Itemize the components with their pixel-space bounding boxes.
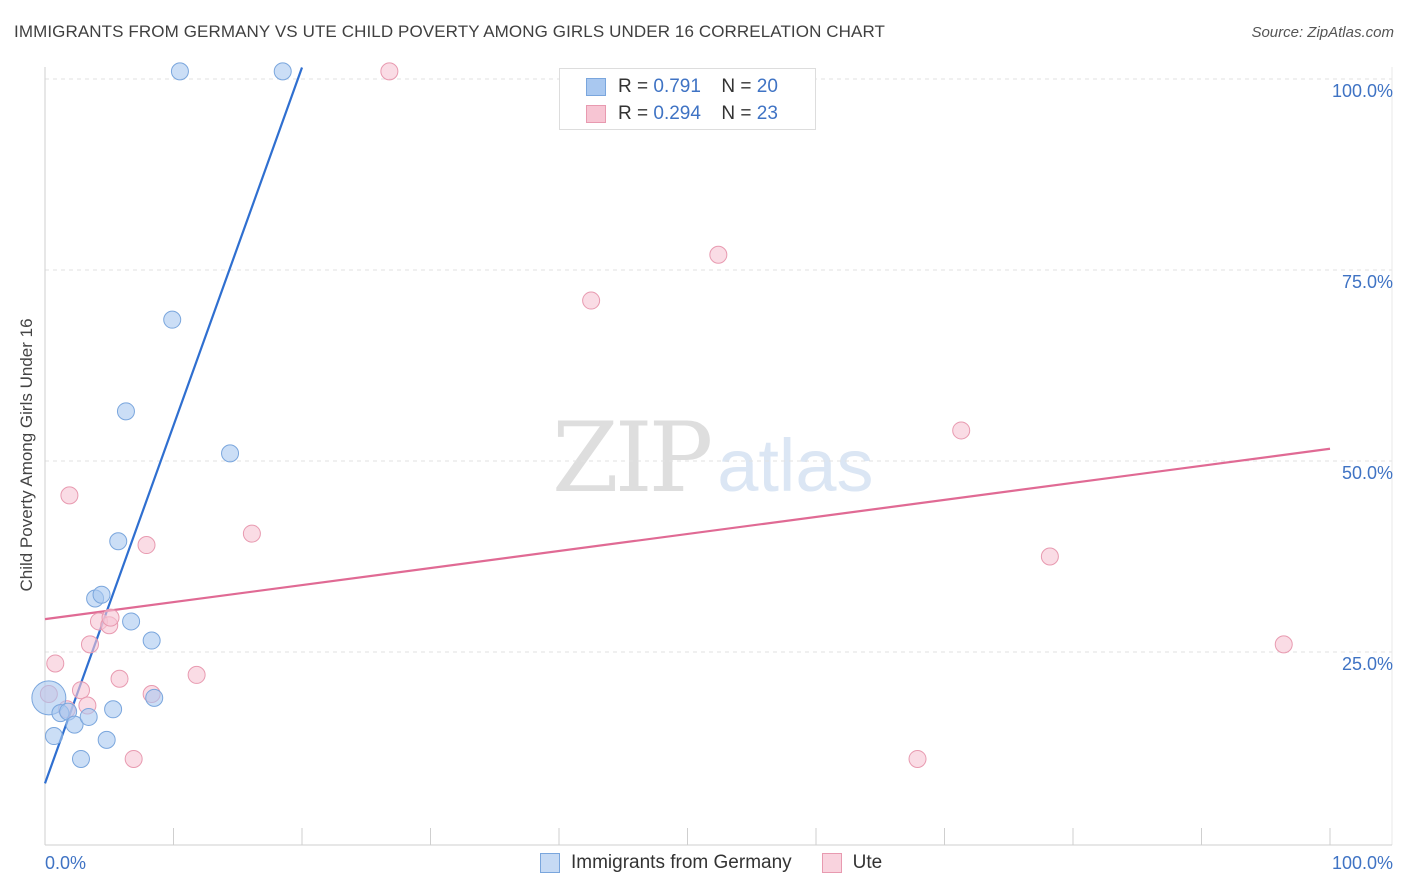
point-ute (60, 486, 79, 505)
legend-n-label: N = (721, 103, 752, 124)
point-ute (952, 421, 971, 440)
point-germany (122, 612, 141, 631)
legend-r-label: R = (618, 103, 649, 124)
legend-n-label: N = (721, 76, 752, 97)
legend-n-value: 20 (756, 76, 778, 97)
point-germany (273, 62, 292, 81)
point-ute (110, 669, 129, 688)
legend-swatch-germany (586, 78, 606, 96)
point-ute (908, 749, 927, 768)
legend-r-value: 0.294 (653, 103, 701, 124)
point-ute (46, 654, 65, 673)
point-germany (145, 688, 164, 707)
x-tick-label: 100.0% (1332, 853, 1393, 873)
series-label-germany: Immigrants from Germany (571, 852, 792, 873)
point-germany (163, 310, 182, 329)
series-legend-ute: Ute (821, 852, 883, 874)
trend-lines (43, 67, 1331, 784)
y-tick-label: 100.0% (1332, 81, 1393, 101)
legend-row-ute: R = 0.294 N = 23 (586, 102, 778, 126)
point-ute (137, 536, 156, 555)
point-ute (1274, 635, 1293, 654)
point-ute (80, 635, 99, 654)
legend-row-germany: R = 0.791 N = 20 (586, 75, 778, 99)
y-tick-label: 75.0% (1342, 272, 1393, 292)
point-germany (65, 715, 84, 734)
point-ute (101, 608, 120, 627)
point-germany (71, 749, 90, 768)
point-ute (187, 665, 206, 684)
x-tick-label: 0.0% (45, 853, 86, 873)
point-germany (109, 532, 128, 551)
point-germany (142, 631, 161, 650)
point-ute (124, 749, 143, 768)
series-legend: Immigrants from Germany Ute (540, 852, 912, 874)
tick-labels: 100.0% 75.0% 50.0% 25.0% 0.0% 100.0% (45, 81, 1393, 873)
y-tick-label: 25.0% (1342, 654, 1393, 674)
point-ute (709, 245, 728, 264)
axes (44, 67, 1393, 846)
point-ute (71, 681, 90, 700)
point-germany (116, 402, 135, 421)
chart-title: IMMIGRANTS FROM GERMANY VS UTE CHILD POV… (14, 22, 886, 41)
legend-r-value: 0.791 (653, 76, 701, 97)
series-label-ute: Ute (852, 852, 883, 873)
point-ute (380, 62, 399, 81)
y-tick-label: 50.0% (1342, 463, 1393, 483)
point-germany (97, 730, 116, 749)
correlation-legend: R = 0.791 N = 20 R = 0.294 N = 23 (559, 68, 816, 130)
point-germany (104, 700, 123, 719)
legend-r-label: R = (618, 76, 649, 97)
point-ute (242, 524, 261, 543)
series-swatch-ute (821, 853, 842, 873)
point-germany (44, 727, 63, 746)
chart-source: Source: ZipAtlas.com (1251, 24, 1394, 41)
data-points (31, 62, 1293, 768)
trend-line-germany (43, 67, 304, 784)
point-ute (1040, 547, 1059, 566)
legend-swatch-ute (586, 105, 606, 123)
point-germany (92, 585, 111, 604)
point-germany (170, 62, 189, 81)
gridlines (45, 78, 1392, 653)
series-legend-germany: Immigrants from Germany (540, 852, 792, 874)
legend-n-value: 23 (756, 103, 778, 124)
point-germany (79, 707, 98, 726)
point-germany (221, 444, 240, 463)
point-ute (582, 291, 601, 310)
series-swatch-germany (540, 853, 560, 873)
trend-line-ute (44, 447, 1331, 621)
